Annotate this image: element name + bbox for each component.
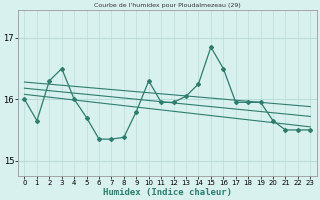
Title: Courbe de l'humidex pour Ploudalmezeau (29): Courbe de l'humidex pour Ploudalmezeau (… — [94, 3, 241, 8]
X-axis label: Humidex (Indice chaleur): Humidex (Indice chaleur) — [103, 188, 232, 197]
